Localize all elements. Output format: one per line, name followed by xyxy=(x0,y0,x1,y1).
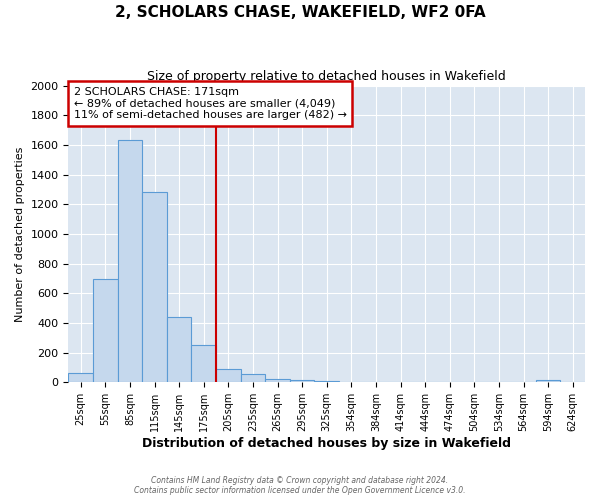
Bar xyxy=(68,372,93,382)
Bar xyxy=(265,378,290,382)
Bar xyxy=(290,380,314,382)
Bar xyxy=(536,380,560,382)
Bar xyxy=(314,380,339,382)
Y-axis label: Number of detached properties: Number of detached properties xyxy=(15,146,25,322)
Bar xyxy=(118,140,142,382)
Text: 2, SCHOLARS CHASE, WAKEFIELD, WF2 0FA: 2, SCHOLARS CHASE, WAKEFIELD, WF2 0FA xyxy=(115,5,485,20)
Bar xyxy=(216,369,241,382)
X-axis label: Distribution of detached houses by size in Wakefield: Distribution of detached houses by size … xyxy=(142,437,511,450)
Bar xyxy=(142,192,167,382)
Bar xyxy=(241,374,265,382)
Text: Contains HM Land Registry data © Crown copyright and database right 2024.
Contai: Contains HM Land Registry data © Crown c… xyxy=(134,476,466,495)
Title: Size of property relative to detached houses in Wakefield: Size of property relative to detached ho… xyxy=(148,70,506,83)
Bar xyxy=(191,345,216,383)
Bar xyxy=(93,279,118,382)
Text: 2 SCHOLARS CHASE: 171sqm
← 89% of detached houses are smaller (4,049)
11% of sem: 2 SCHOLARS CHASE: 171sqm ← 89% of detach… xyxy=(74,87,347,120)
Bar xyxy=(167,317,191,382)
